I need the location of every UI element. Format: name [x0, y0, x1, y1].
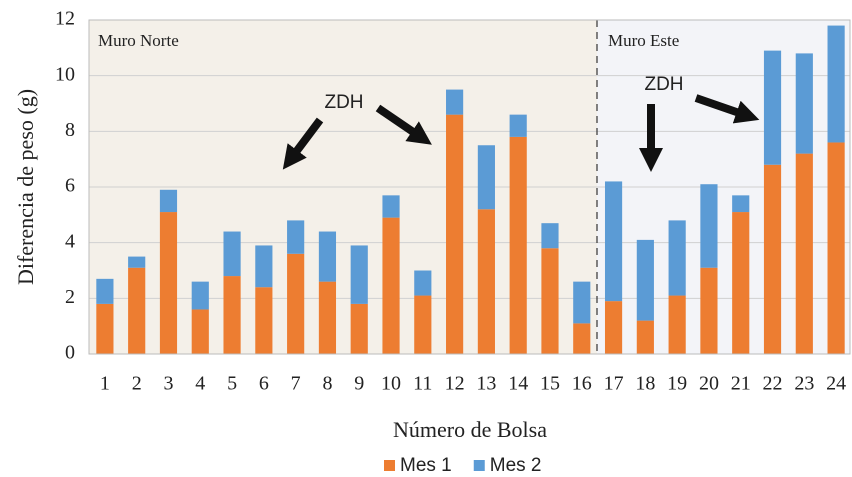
- x-tick-label: 20: [699, 373, 719, 395]
- bar-segment: [668, 220, 686, 296]
- bar-segment: [191, 281, 209, 310]
- bar-segment: [128, 256, 146, 268]
- bar-segment: [191, 309, 209, 354]
- x-tick-label: 7: [291, 373, 301, 395]
- y-tick-label: 6: [65, 175, 75, 197]
- x-tick-label: 12: [445, 373, 465, 395]
- bar-segment: [318, 231, 337, 282]
- bar-segment: [604, 181, 623, 302]
- bar-segment: [223, 276, 241, 354]
- y-tick-label: 2: [65, 286, 75, 308]
- bar-segment: [636, 320, 654, 354]
- x-tick-label: 5: [227, 373, 237, 395]
- x-tick-label: 21: [731, 373, 751, 395]
- legend-swatch: [384, 460, 395, 471]
- bar-segment: [573, 323, 591, 354]
- bar-segment: [636, 239, 654, 321]
- bar-segment: [477, 209, 495, 354]
- bar-segment: [159, 212, 178, 354]
- bar-segment: [96, 278, 114, 304]
- bar-segment: [287, 220, 305, 254]
- x-tick-label: 23: [794, 373, 814, 395]
- x-tick-label: 15: [540, 373, 560, 395]
- y-tick-label: 12: [55, 8, 75, 30]
- x-tick-label: 14: [508, 373, 528, 395]
- bar-segment: [604, 301, 623, 354]
- x-tick-label: 3: [163, 373, 173, 395]
- x-tick-label: 13: [476, 373, 496, 395]
- plot-frame: [88, 19, 851, 355]
- y-tick-label: 8: [65, 119, 75, 141]
- bar-segment: [509, 136, 527, 354]
- bar-segment: [732, 212, 750, 354]
- x-tick-label: 24: [826, 373, 846, 395]
- bar-segment: [350, 303, 368, 354]
- bar-segment: [414, 295, 432, 354]
- bar-segment: [287, 253, 305, 354]
- bar-segment: [223, 231, 241, 277]
- bar-segment: [763, 50, 782, 165]
- x-tick-label: 19: [667, 373, 687, 395]
- bar-segment: [827, 25, 845, 143]
- legend-label: Mes 1: [400, 455, 452, 476]
- y-axis-title: Diferencia de peso (g): [13, 89, 38, 285]
- bar-segment: [541, 223, 559, 249]
- region-label: Muro Norte: [98, 31, 179, 50]
- bar-segment: [795, 53, 813, 154]
- bar-segment: [509, 114, 527, 137]
- bar-segment: [446, 89, 464, 115]
- legend-swatch: [473, 460, 485, 471]
- bar-segment: [350, 245, 368, 304]
- legend-label: Mes 2: [490, 455, 542, 476]
- bar-segment: [477, 145, 495, 210]
- bar-segment: [159, 189, 178, 213]
- x-tick-label: 6: [259, 373, 269, 395]
- x-axis-title: Número de Bolsa: [393, 417, 547, 442]
- x-tick-label: 1: [100, 373, 110, 395]
- annotation: ZDH: [644, 74, 683, 95]
- bar-segment: [255, 245, 273, 288]
- bar-segment: [700, 267, 718, 354]
- bar-segment: [255, 287, 273, 354]
- bar-segment: [382, 217, 400, 354]
- x-tick-label: 9: [354, 373, 364, 395]
- bar-segment: [414, 270, 432, 296]
- bar-segment: [318, 281, 337, 354]
- bar-segment: [128, 267, 146, 354]
- x-tick-label: 16: [572, 373, 592, 395]
- x-tick-label: 8: [322, 373, 332, 395]
- x-tick-label: 18: [635, 373, 655, 395]
- bar-segment: [668, 295, 686, 354]
- bar-segment: [541, 248, 559, 354]
- x-tick-label: 2: [132, 373, 142, 395]
- region-label: Muro Este: [608, 31, 679, 50]
- bar-segment: [382, 195, 400, 218]
- y-tick-label: 10: [55, 63, 75, 85]
- bar-segment: [763, 164, 782, 354]
- y-tick-label: 4: [65, 230, 75, 252]
- x-tick-label: 17: [604, 373, 624, 395]
- bar-segment: [700, 184, 718, 268]
- x-tick-label: 22: [763, 373, 783, 395]
- bar-segment: [732, 195, 750, 213]
- bar-segment: [573, 281, 591, 324]
- bar-segment: [827, 142, 845, 354]
- bar-segment: [446, 114, 464, 354]
- annotation: ZDH: [324, 92, 363, 113]
- bar-segment: [795, 153, 813, 354]
- y-tick-label: 0: [65, 342, 75, 364]
- x-tick-label: 11: [413, 373, 432, 395]
- x-tick-label: 10: [381, 373, 401, 395]
- arrows: [282, 94, 760, 172]
- x-tick-label: 4: [195, 373, 205, 395]
- bar-segment: [96, 303, 114, 354]
